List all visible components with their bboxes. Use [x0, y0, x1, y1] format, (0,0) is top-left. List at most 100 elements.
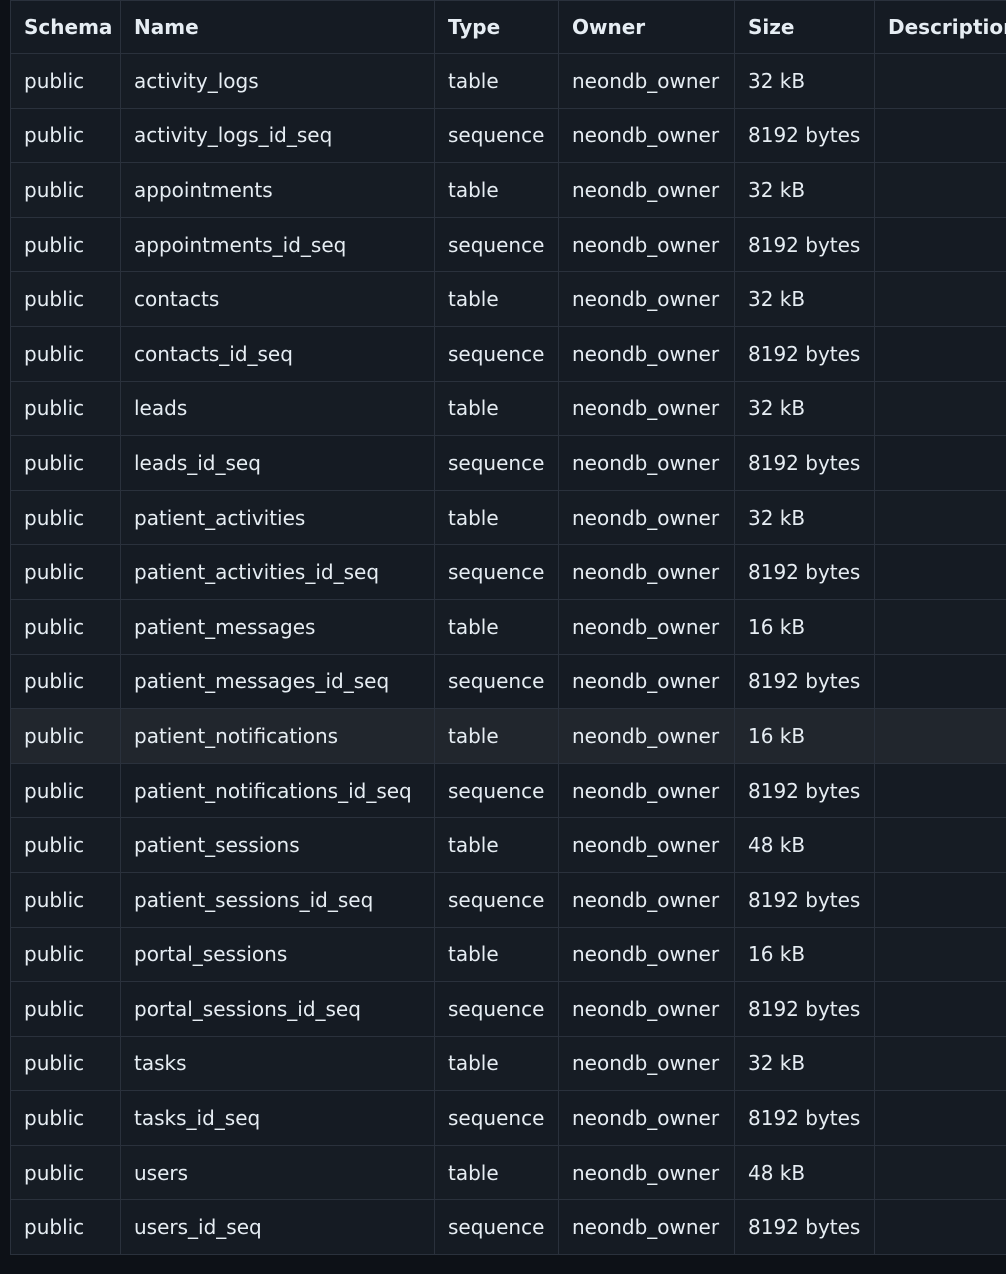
table-row[interactable]: public users table neondb_owner 48 kB	[10, 1144, 1006, 1201]
cell-type: sequence	[434, 107, 559, 164]
table-row[interactable]: public portal_sessions table neondb_owner 16…	[10, 926, 1006, 983]
cell-schema: public	[10, 598, 121, 655]
cell-size: 32 kB	[734, 380, 875, 437]
table-row[interactable]: public patient_sessions table neondb_owner 4…	[10, 817, 1006, 873]
cell-description	[874, 708, 1006, 764]
cell-name: appointments_id_seq	[120, 216, 435, 273]
cell-schema: public	[10, 325, 121, 382]
cell-description	[874, 544, 1006, 600]
cell-description	[874, 653, 1006, 710]
table-row[interactable]: public patient_activities_id_seq sequence n…	[10, 544, 1006, 600]
cell-schema: public	[10, 926, 121, 983]
cell-name: users_id_seq	[120, 1199, 435, 1256]
table-row[interactable]: public activity_logs_id_seq sequence neondb…	[10, 107, 1006, 164]
cell-size: 8192 bytes	[734, 762, 875, 819]
cell-owner: neondb_owner	[558, 817, 735, 873]
table-row[interactable]: public leads_id_seq sequence neondb_owner 81…	[10, 435, 1006, 491]
cell-description	[874, 435, 1006, 491]
table-row[interactable]: public tasks_id_seq sequence neondb_owner 81…	[10, 1090, 1006, 1146]
cell-schema: public	[10, 544, 121, 600]
cell-size: 16 kB	[734, 598, 875, 655]
cell-name: activity_logs_id_seq	[120, 107, 435, 164]
cell-name: users	[120, 1144, 435, 1201]
column-header-type[interactable]: Type	[434, 0, 559, 54]
table-row[interactable]: public appointments_id_seq sequence neondb_…	[10, 216, 1006, 273]
cell-owner: neondb_owner	[558, 271, 735, 327]
table-row[interactable]: public patient_notifications table neondb_o…	[10, 708, 1006, 764]
column-header-name[interactable]: Name	[120, 0, 435, 54]
cell-description	[874, 1035, 1006, 1092]
cell-size: 48 kB	[734, 817, 875, 873]
cell-name: tasks	[120, 1035, 435, 1092]
cell-description	[874, 1199, 1006, 1256]
cell-description	[874, 162, 1006, 218]
table-row[interactable]: public patient_messages table neondb_owner 1…	[10, 598, 1006, 655]
cell-schema: public	[10, 435, 121, 491]
table-row[interactable]: public activity_logs table neondb_owner 32 k…	[10, 53, 1006, 109]
cell-size: 32 kB	[734, 53, 875, 109]
cell-type: table	[434, 708, 559, 764]
cell-name: patient_activities_id_seq	[120, 544, 435, 600]
column-header-schema[interactable]: Schema	[10, 0, 121, 54]
relations-table: Schema Name Type Owner Size Description publi…	[10, 0, 1006, 1256]
cell-description	[874, 598, 1006, 655]
cell-owner: neondb_owner	[558, 926, 735, 983]
table-row[interactable]: public leads table neondb_owner 32 kB	[10, 380, 1006, 437]
table-row[interactable]: public appointments table neondb_owner 32 kB	[10, 162, 1006, 218]
cell-schema: public	[10, 271, 121, 327]
cell-type: table	[434, 817, 559, 873]
column-header-owner[interactable]: Owner	[558, 0, 735, 54]
cell-owner: neondb_owner	[558, 598, 735, 655]
table-row[interactable]: public patient_messages_id_seq sequence neo…	[10, 653, 1006, 710]
cell-name: activity_logs	[120, 53, 435, 109]
table-row[interactable]: public tasks table neondb_owner 32 kB	[10, 1035, 1006, 1092]
table-row[interactable]: public contacts table neondb_owner 32 kB	[10, 271, 1006, 327]
table-body: public activity_logs table neondb_owner 32 k…	[10, 53, 1006, 1256]
cell-size: 32 kB	[734, 162, 875, 218]
cell-owner: neondb_owner	[558, 1144, 735, 1201]
cell-name: tasks_id_seq	[120, 1090, 435, 1146]
table-row[interactable]: public patient_sessions_id_seq sequence neo…	[10, 871, 1006, 928]
cell-description	[874, 926, 1006, 983]
cell-owner: neondb_owner	[558, 162, 735, 218]
cell-schema: public	[10, 107, 121, 164]
table-row[interactable]: public patient_notifications_id_seq sequen…	[10, 762, 1006, 819]
cell-type: sequence	[434, 216, 559, 273]
cell-size: 8192 bytes	[734, 435, 875, 491]
cell-name: patient_notifications_id_seq	[120, 762, 435, 819]
cell-name: patient_activities	[120, 489, 435, 546]
table-row[interactable]: public portal_sessions_id_seq sequence neon…	[10, 981, 1006, 1037]
cell-size: 8192 bytes	[734, 216, 875, 273]
cell-description	[874, 380, 1006, 437]
cell-type: table	[434, 598, 559, 655]
cell-owner: neondb_owner	[558, 981, 735, 1037]
cell-size: 8192 bytes	[734, 325, 875, 382]
cell-schema: public	[10, 162, 121, 218]
header-row: Schema Name Type Owner Size Description	[10, 0, 1006, 54]
cell-owner: neondb_owner	[558, 435, 735, 491]
table-row[interactable]: public contacts_id_seq sequence neondb_owne…	[10, 325, 1006, 382]
column-header-description[interactable]: Description	[874, 0, 1006, 54]
cell-type: table	[434, 1035, 559, 1092]
cell-description	[874, 53, 1006, 109]
cell-name: leads_id_seq	[120, 435, 435, 491]
column-header-size[interactable]: Size	[734, 0, 875, 54]
table-row[interactable]: public users_id_seq sequence neondb_owner 81…	[10, 1199, 1006, 1256]
cell-description	[874, 271, 1006, 327]
cell-type: sequence	[434, 544, 559, 600]
cell-name: patient_messages_id_seq	[120, 653, 435, 710]
cell-schema: public	[10, 981, 121, 1037]
cell-type: table	[434, 926, 559, 983]
cell-name: portal_sessions_id_seq	[120, 981, 435, 1037]
table-row[interactable]: public patient_activities table neondb_owne…	[10, 489, 1006, 546]
cell-description	[874, 817, 1006, 873]
cell-description	[874, 107, 1006, 164]
cell-size: 8192 bytes	[734, 871, 875, 928]
cell-owner: neondb_owner	[558, 653, 735, 710]
cell-size: 32 kB	[734, 489, 875, 546]
cell-owner: neondb_owner	[558, 1035, 735, 1092]
cell-schema: public	[10, 1090, 121, 1146]
cell-type: sequence	[434, 435, 559, 491]
cell-name: patient_sessions	[120, 817, 435, 873]
cell-description	[874, 489, 1006, 546]
